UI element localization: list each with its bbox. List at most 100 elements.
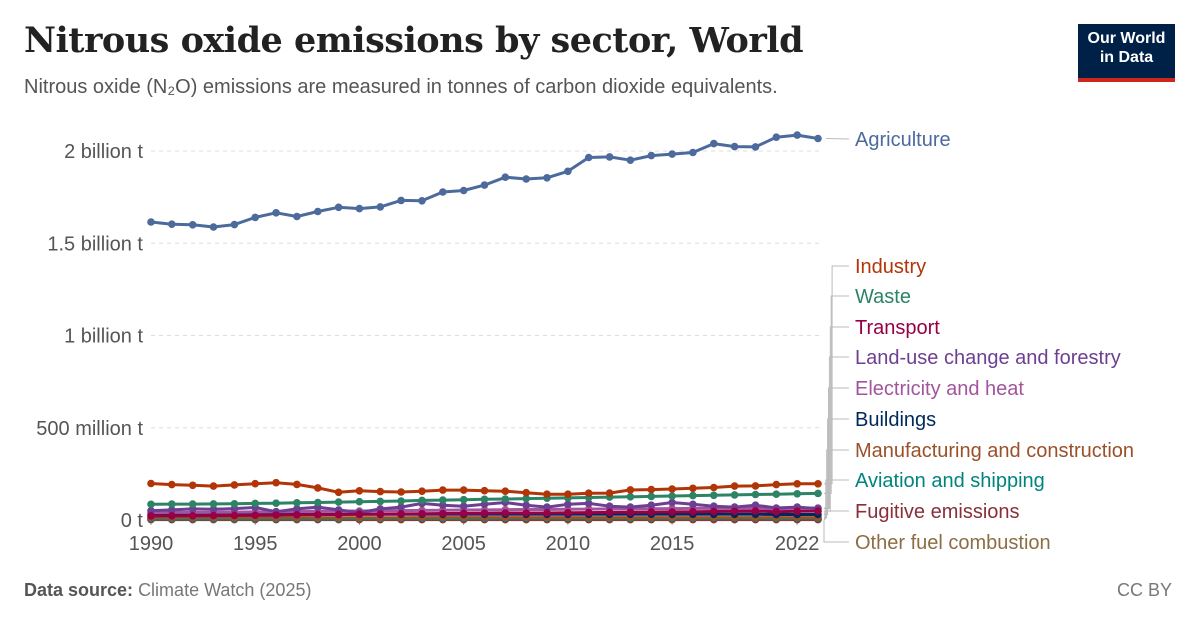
data-point: [710, 139, 718, 148]
legend-layer: Agriculture Industry Waste Transport Land-us…: [823, 129, 1134, 554]
data-point: [605, 489, 614, 497]
data-point: [730, 482, 739, 490]
legend-label: Manufacturing and construction: [855, 440, 1134, 462]
data-point: [376, 203, 385, 211]
data-point: [188, 221, 197, 229]
series-line: [150, 133, 819, 229]
data-point: [418, 496, 426, 505]
data-point: [710, 502, 718, 511]
legend-label: Land-use change and forestry: [855, 347, 1121, 369]
data-point: [793, 507, 801, 516]
data-point: [168, 506, 176, 514]
data-point: [647, 151, 656, 160]
data-point: [626, 503, 635, 511]
data-point: [251, 213, 259, 222]
owid-logo[interactable]: Our World in Data: [1078, 24, 1175, 82]
x-tick-label: 2015: [650, 533, 695, 555]
y-tick-label: 500 million t: [36, 418, 143, 440]
data-point: [459, 509, 468, 518]
legend-connector: [825, 138, 850, 140]
data-point: [689, 507, 697, 516]
data-point: [522, 494, 530, 503]
data-point: [147, 479, 155, 488]
grid-layer: 0 t 500 million t 1 billion t 1.5 billion t…: [36, 141, 822, 555]
data-point: [689, 484, 697, 493]
data-point: [272, 511, 280, 519]
y-tick-label: 1.5 billion t: [47, 233, 143, 255]
data-point: [647, 508, 656, 516]
series-transport: [147, 507, 822, 520]
x-tick-label: 2000: [337, 533, 382, 555]
data-point: [814, 480, 822, 488]
data-point: [626, 493, 635, 501]
data-point: [584, 499, 593, 508]
data-point: [439, 188, 447, 196]
data-point: [168, 500, 176, 508]
logo-line-2: in Data: [1099, 49, 1154, 66]
data-point: [564, 500, 572, 509]
data-point: [480, 181, 489, 189]
legend-label: Fugitive emissions: [855, 501, 1020, 523]
data-point: [564, 509, 572, 517]
legend-label: Transport: [855, 317, 940, 339]
data-point: [188, 481, 197, 490]
data-point: [522, 488, 530, 497]
data-point: [710, 507, 718, 516]
data-point: [334, 510, 343, 519]
data-point: [459, 186, 468, 195]
data-point: [814, 507, 822, 515]
chart-title: Nitrous oxide emissions by sector, World: [24, 20, 804, 61]
data-point: [689, 491, 697, 500]
data-point: [459, 486, 468, 494]
data-point: [480, 509, 489, 517]
data-point: [730, 491, 739, 499]
data-point: [439, 486, 447, 494]
data-point: [522, 501, 530, 510]
data-point: [355, 497, 364, 506]
data-point: [188, 500, 197, 508]
data-point: [772, 133, 781, 141]
x-tick-label: 2022: [775, 533, 820, 555]
legend-label: Buildings: [855, 409, 936, 431]
data-point: [751, 490, 760, 499]
data-point: [689, 148, 697, 157]
data-point: [397, 196, 405, 205]
data-point: [584, 508, 593, 517]
data-point: [605, 502, 614, 511]
legend-label: Electricity and heat: [855, 378, 1024, 400]
data-point: [147, 218, 155, 226]
data-point: [501, 173, 510, 181]
data-point: [230, 481, 239, 489]
data-point: [751, 507, 760, 515]
data-point: [272, 499, 280, 508]
series-agriculture: [147, 131, 822, 231]
data-point: [293, 212, 301, 221]
data-point: [710, 491, 718, 500]
legend-label: Other fuel combustion: [855, 532, 1051, 554]
data-point: [626, 508, 635, 517]
data-point: [293, 480, 301, 489]
data-point: [439, 496, 447, 504]
data-point: [501, 495, 510, 503]
data-point: [564, 167, 572, 176]
data-point: [439, 509, 447, 518]
data-point: [230, 220, 239, 229]
data-point: [543, 509, 551, 517]
data-point: [605, 153, 614, 161]
data-point: [480, 495, 489, 504]
logo-line-1: Our World: [1087, 30, 1166, 47]
data-point: [334, 498, 343, 506]
data-point: [647, 492, 656, 501]
x-tick-label: 1990: [129, 533, 174, 555]
x-tick-label: 2005: [441, 533, 486, 555]
data-point: [230, 511, 239, 520]
data-source-value[interactable]: Climate Watch (2025): [138, 580, 312, 600]
legend-label: Industry: [855, 256, 926, 278]
chart-subtitle: Nitrous oxide (N₂O) emissions are measur…: [24, 76, 778, 98]
legend-connector: [823, 519, 849, 543]
license-link[interactable]: CC BY: [1116, 580, 1172, 600]
data-point: [501, 487, 510, 496]
y-tick-label: 0 t: [121, 510, 144, 532]
y-tick-label: 2 billion t: [64, 141, 143, 163]
data-point: [418, 487, 426, 496]
